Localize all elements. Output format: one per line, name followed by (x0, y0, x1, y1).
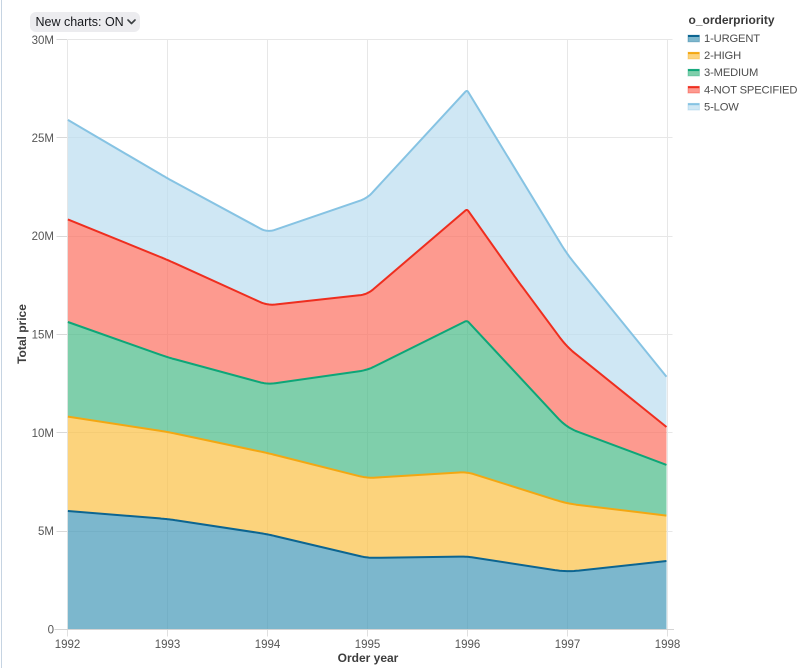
svg-text:10M: 10M (32, 428, 54, 440)
svg-text:1993: 1993 (155, 639, 181, 651)
svg-text:30M: 30M (32, 35, 54, 47)
svg-text:1996: 1996 (455, 639, 481, 651)
svg-text:Total price: Total price (15, 304, 29, 364)
svg-text:1994: 1994 (255, 639, 281, 651)
svg-text:5-LOW: 5-LOW (704, 101, 739, 113)
svg-text:15M: 15M (32, 329, 54, 341)
svg-text:25M: 25M (32, 133, 54, 145)
svg-text:1997: 1997 (555, 639, 581, 651)
svg-text:1992: 1992 (55, 639, 81, 651)
svg-text:1998: 1998 (655, 639, 681, 651)
svg-text:20M: 20M (32, 231, 54, 243)
svg-text:0: 0 (48, 624, 54, 636)
svg-text:4-NOT SPECIFIED: 4-NOT SPECIFIED (704, 84, 797, 96)
svg-text:3-MEDIUM: 3-MEDIUM (704, 67, 758, 79)
svg-text:5M: 5M (38, 526, 54, 538)
svg-text:o_orderpriority: o_orderpriority (689, 13, 775, 27)
svg-text:1-URGENT: 1-URGENT (704, 33, 760, 45)
svg-text:1995: 1995 (355, 639, 381, 651)
svg-text:Order year: Order year (338, 651, 399, 665)
svg-text:2-HIGH: 2-HIGH (704, 50, 741, 62)
